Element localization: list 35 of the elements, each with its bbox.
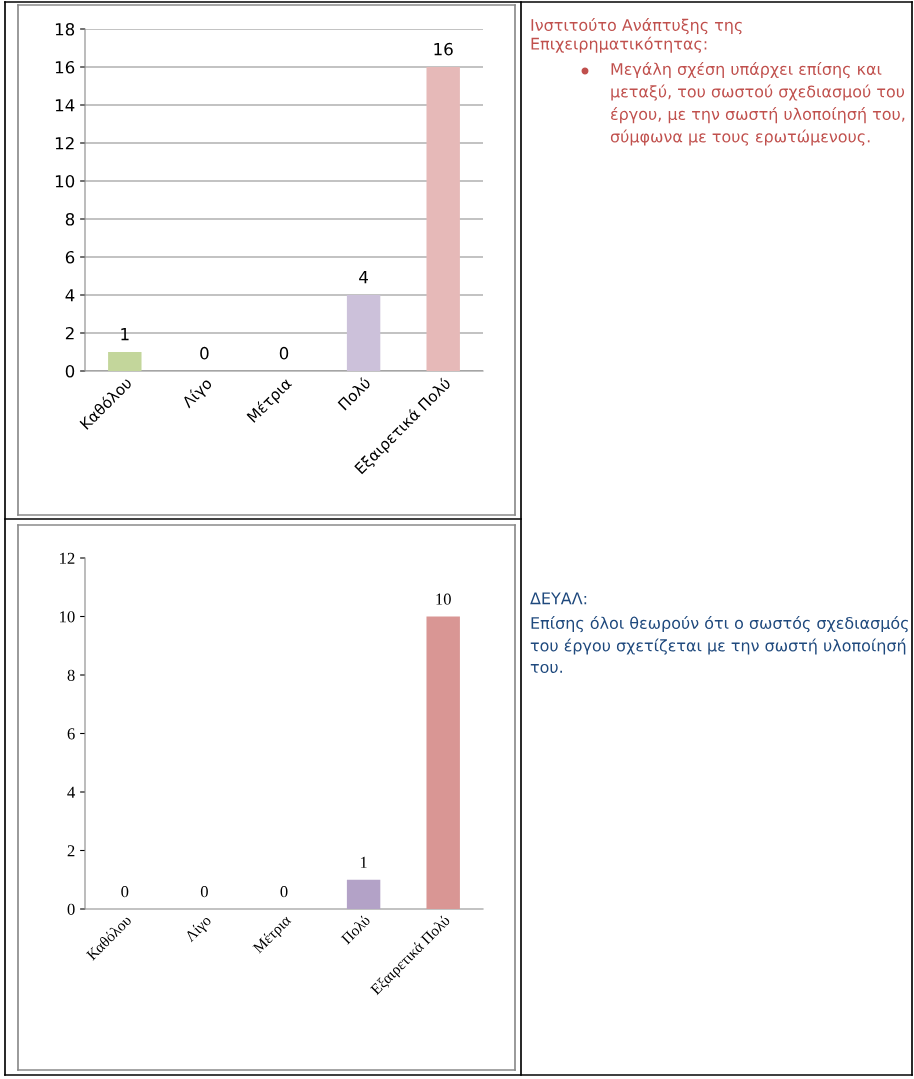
data-label: 0 — [200, 886, 208, 898]
y-tick-label: 6 — [65, 250, 75, 264]
text: Επίσης όλοι θεωρούν ότι ο σωστός σχεδιασμός του έργου σχετίζεται με την σωστή υλοποίησή του. — [530, 616, 908, 674]
text: ΔΕΥΑΛ: — [530, 592, 587, 605]
bar — [108, 352, 142, 371]
y-tick-label: 6 — [67, 728, 75, 740]
data-label: 1 — [121, 328, 129, 341]
data-label: 0 — [279, 346, 289, 360]
y-tick-label: 12 — [55, 136, 74, 150]
data-label: 0 — [200, 346, 209, 360]
y-tick-label: 10 — [55, 174, 75, 188]
y-tick-label: 4 — [65, 289, 75, 302]
y-tick-label: 0 — [65, 364, 75, 378]
y-tick-label: 0 — [67, 903, 75, 915]
text: Ινστιτούτο Ανάπτυξης της Επιχειρηματικότητας: — [531, 18, 742, 53]
x-tick-label: Λίγο — [183, 914, 214, 945]
y-tick-label: 18 — [55, 22, 75, 36]
data-label: 1 — [360, 856, 367, 868]
y-tick-label: 10 — [60, 611, 75, 623]
data-label: 0 — [121, 886, 129, 898]
y-tick-label: 16 — [55, 60, 75, 74]
bar — [426, 67, 460, 371]
y-tick-label: 12 — [60, 552, 75, 564]
data-label: 4 — [359, 271, 368, 284]
text: Μεγάλη σχέση υπάρχει επίσης και μεταξύ, του σωστού σχεδιασμού του έργου, με την σωστή υλοποίησή του, σύμφωνα με τους ερωτώμενους. — [610, 62, 905, 146]
data-label: 10 — [436, 593, 451, 605]
data-label: 16 — [434, 42, 453, 56]
y-tick-label: 2 — [67, 845, 75, 857]
bar — [346, 295, 381, 371]
y-tick-label: 14 — [55, 99, 75, 112]
y-tick-label: 4 — [67, 786, 76, 798]
y-tick-label: 8 — [67, 669, 75, 681]
y-tick-label: 2 — [65, 326, 74, 340]
y-tick-label: 8 — [65, 212, 75, 226]
data-label: 0 — [280, 886, 288, 898]
